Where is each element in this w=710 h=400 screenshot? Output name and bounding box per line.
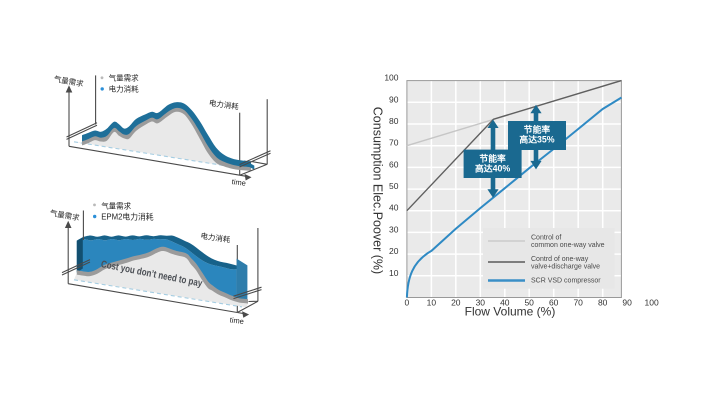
- svg-text:节能率: 节能率: [524, 124, 551, 135]
- svg-text:80: 80: [389, 116, 399, 126]
- svg-text:气量需求: 气量需求: [49, 207, 81, 222]
- svg-text:50: 50: [524, 297, 534, 307]
- svg-text:SCR VSD compressor: SCR VSD compressor: [531, 278, 601, 285]
- svg-text:0: 0: [405, 297, 410, 307]
- svg-text:电力消耗: 电力消耗: [208, 97, 240, 111]
- svg-text:气量需求: 气量需求: [101, 200, 131, 210]
- svg-text:气量需求: 气量需求: [109, 73, 139, 83]
- svg-text:40: 40: [389, 203, 399, 213]
- svg-text:time: time: [229, 315, 244, 326]
- svg-text:高达40%: 高达40%: [475, 162, 510, 173]
- svg-text:电力消耗: 电力消耗: [200, 230, 232, 244]
- svg-text:30: 30: [476, 297, 486, 307]
- svg-text:70: 70: [573, 297, 583, 307]
- svg-text:90: 90: [389, 94, 399, 104]
- svg-text:50: 50: [389, 181, 399, 191]
- svg-text:电力消耗: 电力消耗: [109, 84, 139, 94]
- svg-text:Consumption Elec.Poover (%): Consumption Elec.Poover (%): [371, 107, 385, 274]
- svg-text:高达35%: 高达35%: [519, 134, 554, 145]
- svg-text:Control of: Control of: [531, 235, 561, 242]
- svg-text:common one-way valve: common one-way valve: [531, 242, 605, 249]
- svg-text:60: 60: [389, 159, 399, 169]
- svg-text:30: 30: [389, 224, 399, 234]
- svg-text:100: 100: [645, 297, 659, 307]
- svg-text:60: 60: [549, 297, 559, 307]
- svg-text:70: 70: [389, 138, 399, 148]
- svg-text:valve+discharge valve: valve+discharge valve: [531, 264, 600, 271]
- svg-text:Flow Volume (%): Flow Volume (%): [465, 305, 556, 319]
- svg-text:time: time: [231, 177, 246, 188]
- svg-text:20: 20: [451, 297, 461, 307]
- svg-text:Contrd of one-way: Contrd of one-way: [531, 256, 589, 263]
- svg-text:20: 20: [389, 246, 399, 256]
- svg-text:80: 80: [598, 297, 608, 307]
- svg-text:100: 100: [384, 73, 398, 83]
- svg-text:EPM2电力消耗: EPM2电力消耗: [101, 212, 154, 222]
- svg-text:10: 10: [389, 268, 399, 278]
- svg-text:节能率: 节能率: [479, 152, 506, 163]
- svg-text:40: 40: [500, 297, 510, 307]
- svg-text:90: 90: [622, 297, 632, 307]
- svg-text:10: 10: [427, 297, 437, 307]
